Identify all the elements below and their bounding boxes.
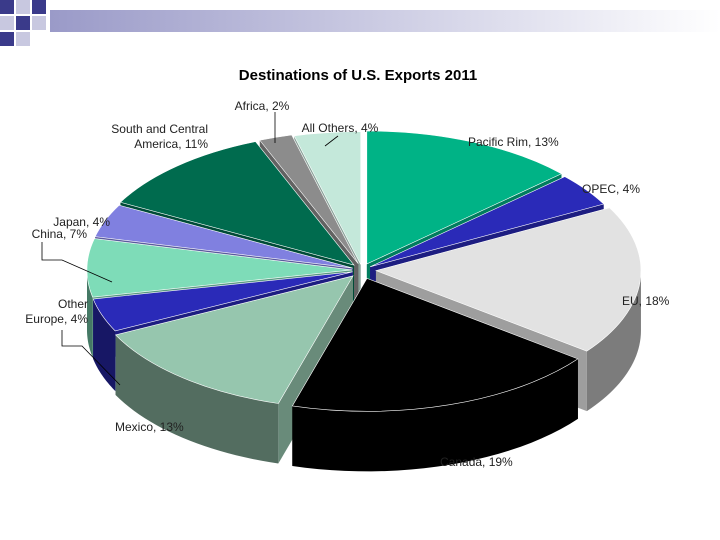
slice-canada [291, 277, 579, 412]
slice-label-canada: Canada, 19% [440, 455, 513, 469]
chart-title: Destinations of U.S. Exports 2011 [239, 67, 477, 84]
slice-label-japan: Japan, 4% [53, 215, 110, 229]
slice-side-china-outer [87, 269, 93, 358]
header-square [32, 0, 46, 14]
slice-all-others [293, 131, 362, 265]
header-square [0, 16, 14, 30]
slice-mexico [114, 275, 354, 404]
slice-label-other-europe: Other Europe, 4% [25, 297, 88, 326]
slice-eu [374, 207, 642, 352]
slice-africa [259, 134, 359, 264]
header-square [16, 0, 30, 14]
header-square [0, 0, 14, 14]
leader-line [61, 330, 121, 386]
label-leader-lines [41, 112, 339, 386]
header-gradient-bar [50, 10, 720, 32]
slide-header-decoration [0, 0, 720, 46]
leader-line [324, 135, 339, 147]
header-square [32, 16, 46, 30]
slice-label-opec: OPEC, 4% [582, 182, 640, 196]
slice-label-eu: EU, 18% [622, 294, 670, 308]
slice-label-south-and-central-america: South and Central America, 11% [111, 122, 208, 151]
slice-label-all-others: All Others, 4% [302, 121, 379, 135]
header-square [16, 16, 30, 30]
slice-label-mexico: Mexico, 13% [115, 420, 184, 434]
leader-line [41, 242, 113, 283]
slice-side-other-europe-outer [93, 299, 116, 391]
slice-labels: Pacific Rim, 13% OPEC, 4% EU, 18% Canada, 1… [25, 99, 669, 469]
slice-label-pacific-rim: Pacific Rim, 13% [468, 135, 559, 149]
pie-top-faces [86, 130, 642, 412]
slice-label-africa: Africa, 2% [235, 99, 290, 113]
slice-opec [370, 176, 605, 268]
slice-china [86, 238, 353, 298]
slice-label-china: China, 7% [32, 227, 88, 241]
slice-japan [94, 204, 353, 269]
header-square [16, 32, 30, 46]
slice-side-mexico-outer [115, 334, 279, 464]
slice-other-europe [92, 271, 353, 332]
slice-south-and-central-america [119, 141, 355, 266]
header-square [0, 32, 14, 46]
slice-side-canada-outer [292, 358, 578, 472]
slice-pacific-rim [366, 130, 563, 265]
slice-side-eu-outer [586, 270, 641, 412]
